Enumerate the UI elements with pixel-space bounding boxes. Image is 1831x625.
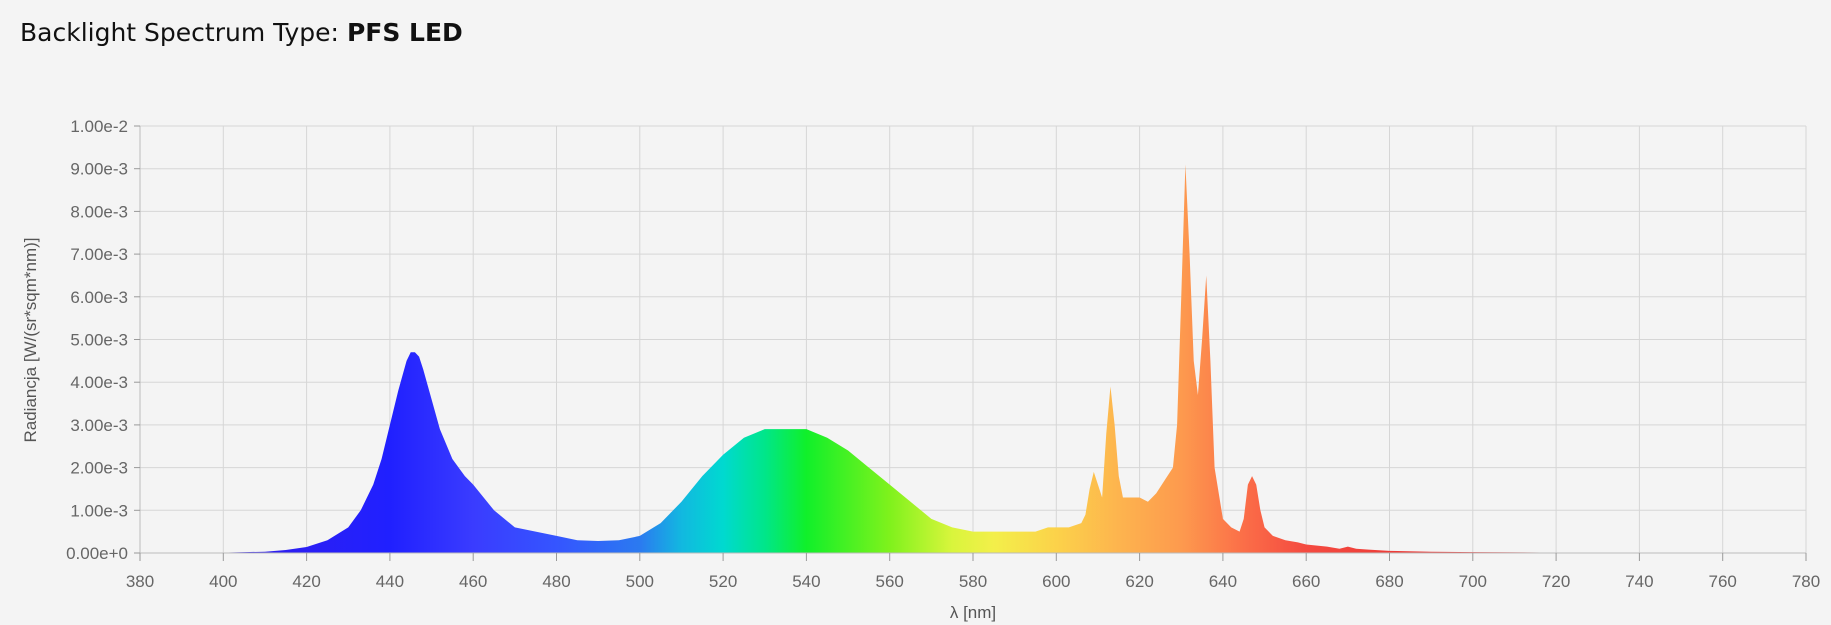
x-tick-label: 480 [542,572,570,591]
x-tick-label: 420 [292,572,320,591]
x-tick-label: 500 [626,572,654,591]
title-value: PFS LED [346,18,463,47]
x-tick-label: 660 [1292,572,1320,591]
x-axis-label: λ [nm] [950,603,996,622]
y-tick-label: 5.00e-3 [70,331,128,350]
y-axis-label: Radiancja [W/(sr*sqm*nm)] [21,238,40,443]
x-tick-label: 680 [1375,572,1403,591]
y-tick-label: 3.00e-3 [70,416,128,435]
x-tick-label: 700 [1459,572,1487,591]
x-tick-label: 460 [459,572,487,591]
x-tick-label: 780 [1792,572,1820,591]
x-axis-ticks: 380 400 420 440 460 480 500 520 540 560 580 600 620 6… [126,553,1820,591]
x-tick-label: 580 [959,572,987,591]
x-tick-label: 380 [126,572,154,591]
y-tick-label: 7.00e-3 [70,245,128,264]
x-tick-label: 560 [876,572,904,591]
x-tick-label: 640 [1209,572,1237,591]
y-tick-label: 6.00e-3 [70,288,128,307]
y-tick-label: 8.00e-3 [70,202,128,221]
title-label: Backlight Spectrum Type: [20,18,339,47]
x-tick-label: 440 [376,572,404,591]
y-tick-label: 2.00e-3 [70,459,128,478]
x-tick-label: 760 [1709,572,1737,591]
y-axis-ticks: 0.00e+0 1.00e-3 2.00e-3 3.00e-3 4.00e-3 5.00e… [66,117,140,563]
x-tick-label: 720 [1542,572,1570,591]
y-tick-label: 1.00e-3 [70,501,128,520]
x-tick-label: 520 [709,572,737,591]
x-tick-label: 620 [1125,572,1153,591]
y-tick-label: 4.00e-3 [70,373,128,392]
x-tick-label: 600 [1042,572,1070,591]
x-tick-label: 740 [1625,572,1653,591]
page-title: Backlight Spectrum Type: PFS LED [20,18,463,47]
y-tick-label: 1.00e-2 [70,117,128,136]
y-tick-label: 9.00e-3 [70,160,128,179]
x-tick-label: 400 [209,572,237,591]
x-tick-label: 540 [792,572,820,591]
y-tick-label: 0.00e+0 [66,544,128,563]
